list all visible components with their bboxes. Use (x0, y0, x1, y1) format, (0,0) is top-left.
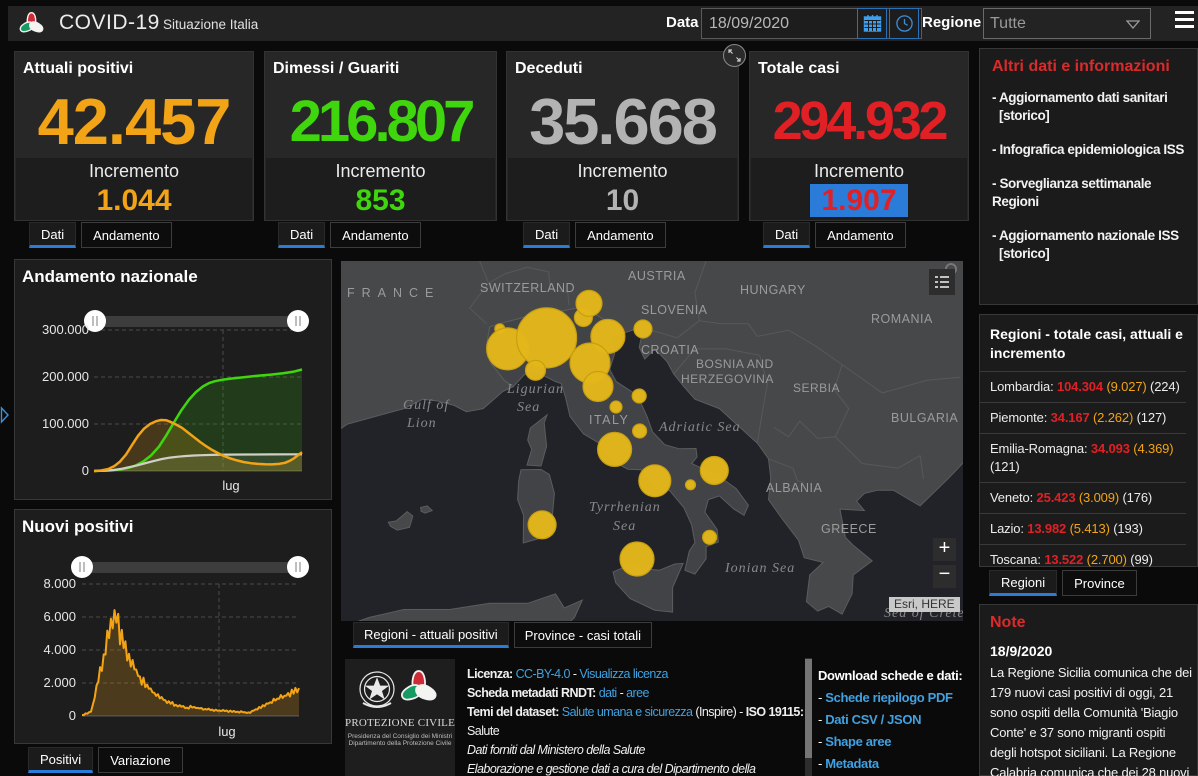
svg-text:ITALY: ITALY (589, 413, 629, 427)
svg-text:lug: lug (222, 478, 239, 493)
svg-text:2.000: 2.000 (43, 675, 76, 690)
svg-text:6.000: 6.000 (43, 609, 76, 624)
svg-text:AUSTRIA: AUSTRIA (628, 269, 686, 283)
svg-text:ROMANIA: ROMANIA (871, 312, 933, 326)
svg-text:GREECE: GREECE (821, 522, 877, 536)
svg-text:Sea: Sea (517, 400, 540, 415)
svg-text:CROATIA: CROATIA (641, 343, 699, 357)
svg-text:Sea: Sea (613, 519, 636, 534)
svg-text:BULGARIA: BULGARIA (891, 411, 958, 425)
svg-text:200.000: 200.000 (42, 369, 89, 384)
svg-text:FRANCE: FRANCE (347, 286, 440, 300)
svg-text:HUNGARY: HUNGARY (740, 283, 806, 297)
svg-text:HERZEGOVINA: HERZEGOVINA (681, 372, 774, 386)
svg-text:SERBIA: SERBIA (793, 381, 840, 395)
svg-text:0: 0 (82, 463, 89, 478)
svg-text:100.000: 100.000 (42, 416, 89, 431)
svg-text:BOSNIA AND: BOSNIA AND (696, 357, 774, 371)
svg-text:SLOVENIA: SLOVENIA (641, 303, 708, 317)
svg-text:0: 0 (69, 708, 76, 723)
svg-text:Adriatic Sea: Adriatic Sea (658, 420, 741, 435)
svg-text:ALBANIA: ALBANIA (766, 481, 822, 495)
svg-text:lug: lug (218, 724, 235, 739)
svg-text:4.000: 4.000 (43, 642, 76, 657)
svg-text:Ionian Sea: Ionian Sea (724, 561, 795, 576)
svg-text:Lion: Lion (406, 416, 437, 431)
svg-text:8.000: 8.000 (43, 576, 76, 591)
svg-text:Gulf of: Gulf of (403, 398, 450, 413)
svg-text:Tyrrhenian: Tyrrhenian (589, 500, 661, 515)
svg-text:300.000: 300.000 (42, 322, 89, 337)
svg-text:SWITZERLAND: SWITZERLAND (480, 281, 575, 295)
svg-text:Ligurian: Ligurian (506, 382, 564, 397)
